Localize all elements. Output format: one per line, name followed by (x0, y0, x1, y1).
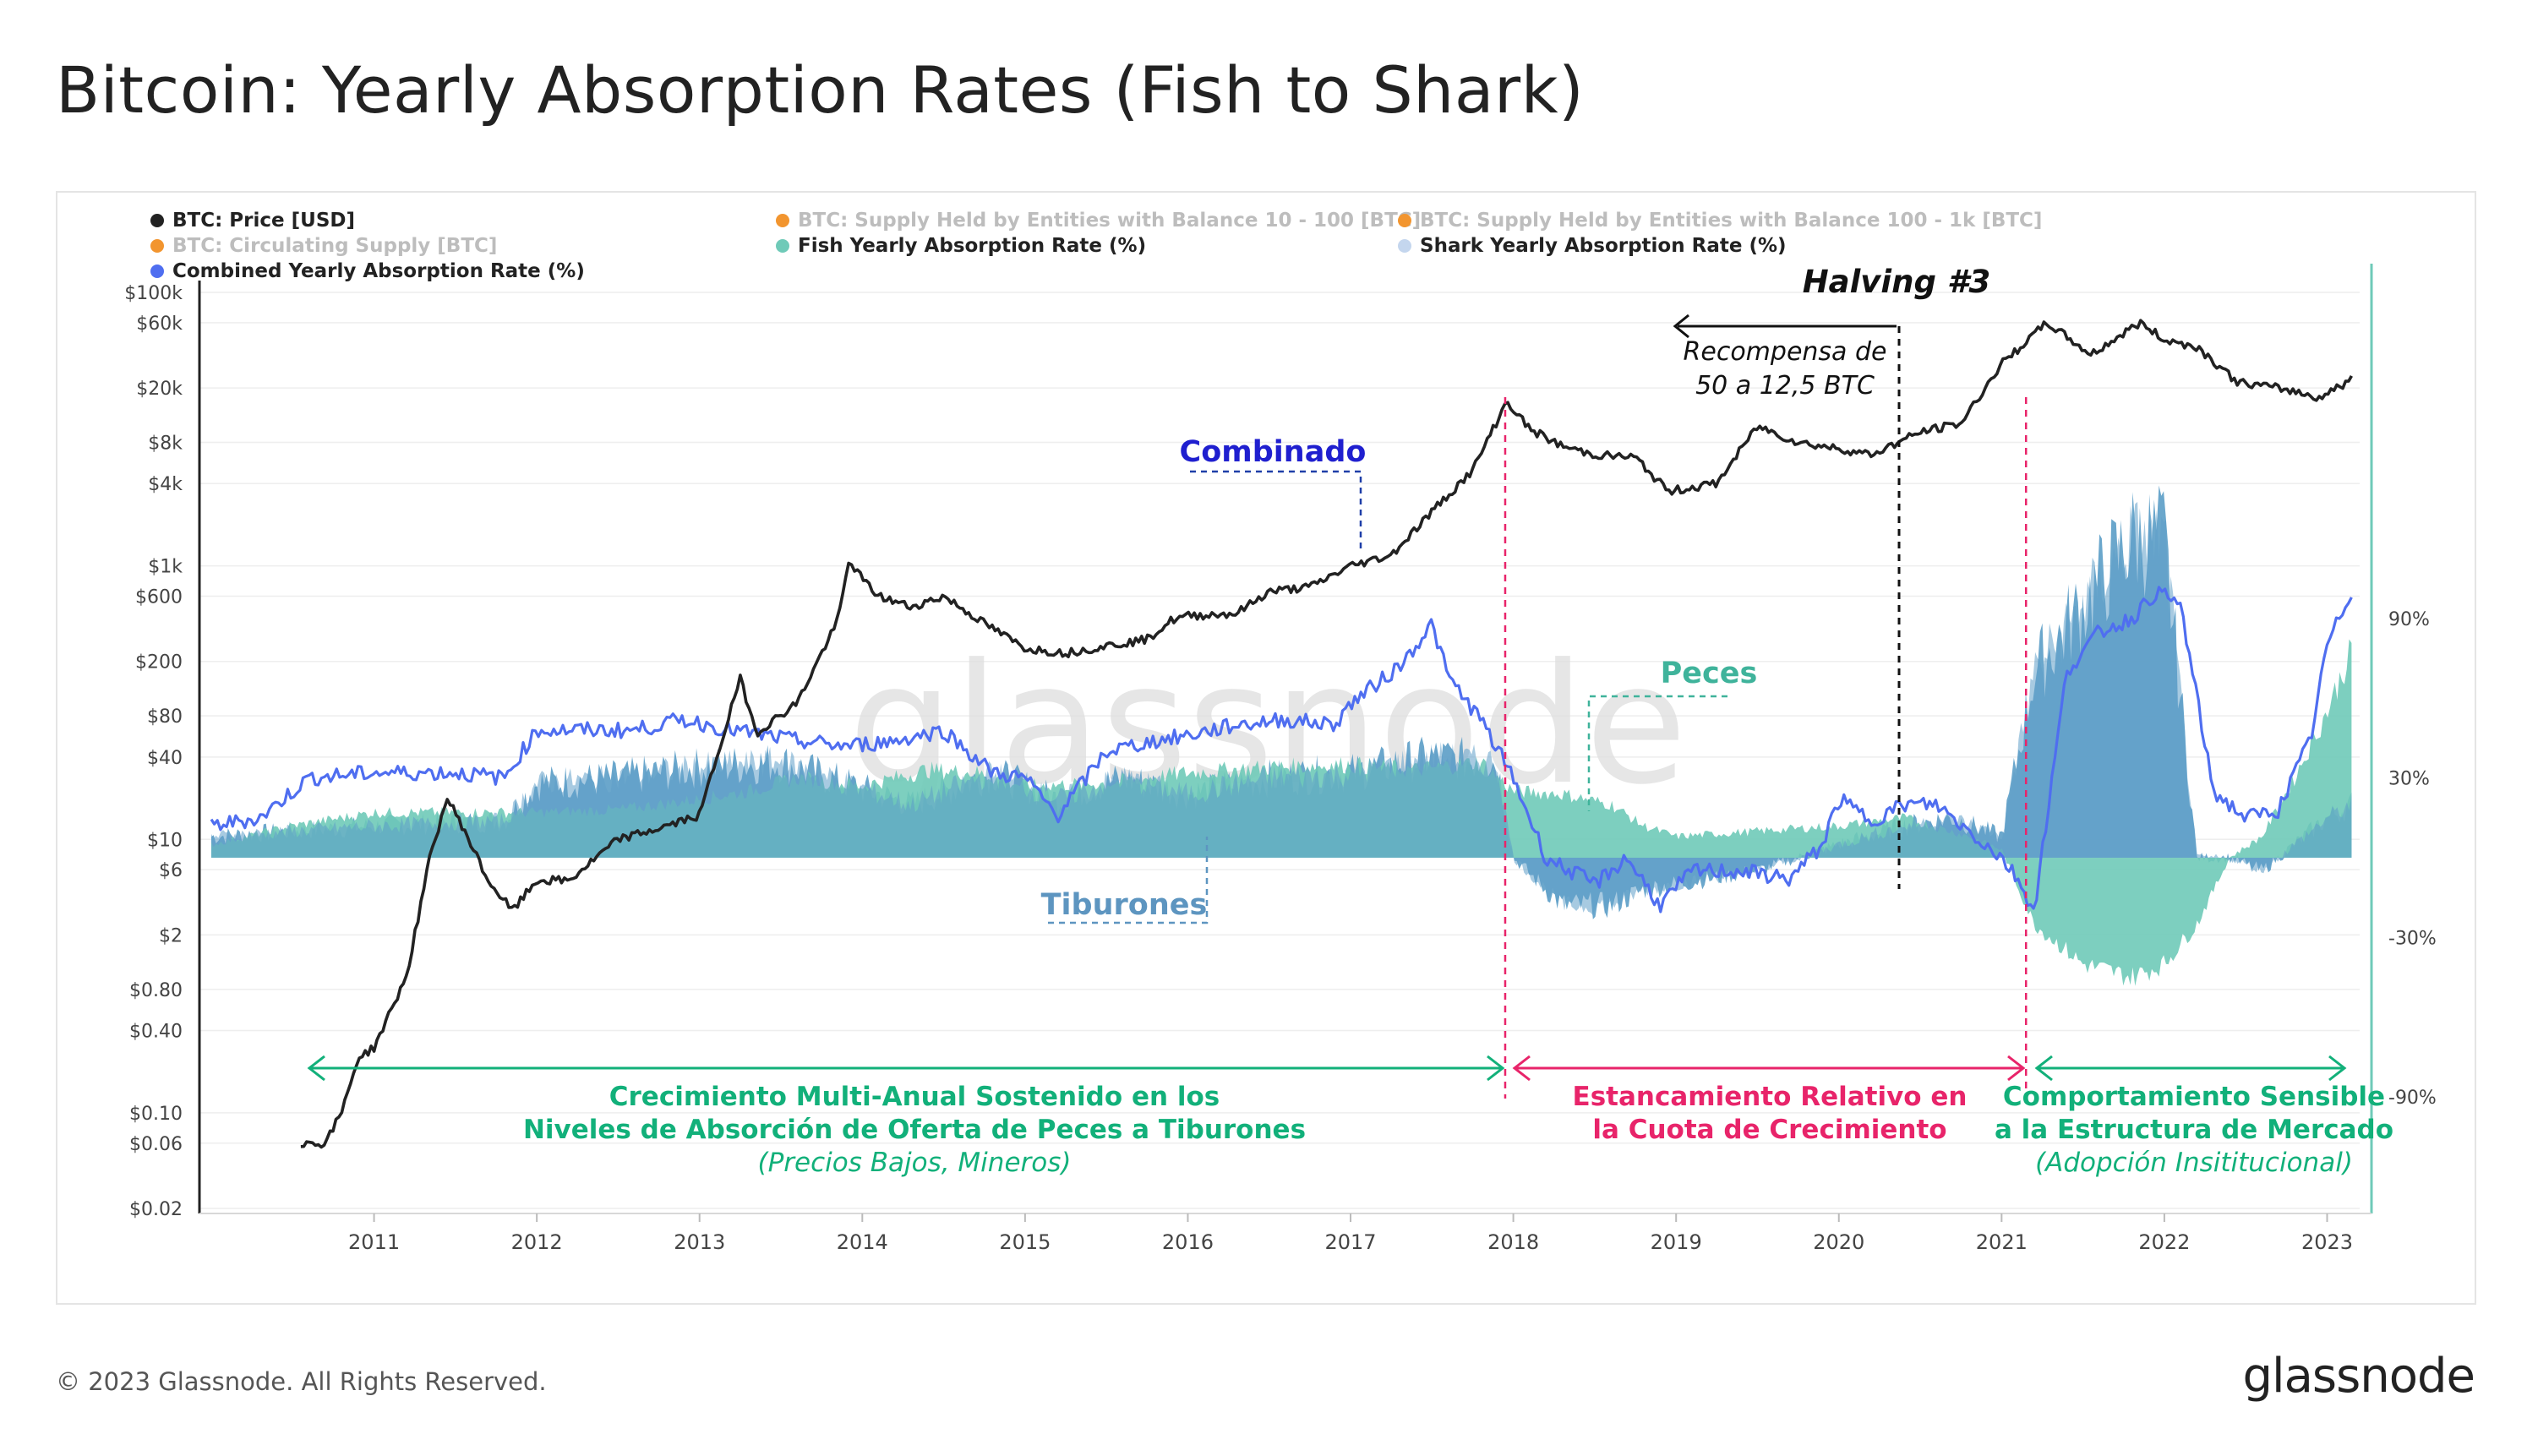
legend-swatch-2 (1398, 214, 1411, 227)
y-left-tick-9: $40 (147, 748, 183, 769)
legend-label-1: BTC: Supply Held by Entities with Balanc… (798, 210, 1421, 232)
y-right-tick-2: -30% (2388, 928, 2437, 949)
legend-swatch-5 (1398, 239, 1411, 253)
y-left-tick-1: $60k (136, 314, 183, 335)
phase2-arrow (1512, 1055, 2026, 1082)
legend[interactable]: BTC: Price [USD] BTC: Supply Held by Enti… (150, 210, 2042, 282)
combinado-leader (1190, 470, 1362, 549)
legend-swatch-1 (776, 214, 789, 227)
price-line (300, 319, 2353, 1149)
legend-item-0[interactable]: BTC: Price [USD] (150, 210, 355, 232)
legend-label-5: Shark Yearly Absorption Rate (%) (1420, 235, 1787, 257)
y-left-tick-17: $0.02 (129, 1199, 183, 1220)
x-tick-2013: 2013 (674, 1230, 725, 1254)
y-left-tick-12: $2 (159, 925, 183, 946)
legend-label-6: Combined Yearly Absorption Rate (%) (172, 260, 585, 282)
phase3-line3: (Adopción Insititucional) (2035, 1148, 2353, 1178)
reward-label-line1: Recompensa de (1684, 337, 1887, 367)
grid (199, 292, 2360, 1209)
x-tick-2022: 2022 (2138, 1230, 2190, 1254)
y-left-tick-2: $20k (136, 379, 183, 400)
tiburones-leader (1048, 837, 1209, 924)
y-left-tick-7: $200 (135, 652, 183, 673)
y-left-tick-0: $100k (124, 283, 183, 304)
y-left-tick-11: $6 (159, 860, 183, 881)
legend-item-2[interactable]: BTC: Supply Held by Entities with Balanc… (1398, 210, 2042, 232)
fish-area (211, 502, 2352, 986)
price-line-path (300, 319, 2353, 1149)
y-left-tick-14: $0.40 (129, 1021, 183, 1042)
legend-item-4[interactable]: Fish Yearly Absorption Rate (%) (776, 235, 1146, 257)
copyright-text: © 2023 Glassnode. All Rights Reserved. (56, 1367, 547, 1396)
y-left-tick-4: $4k (148, 474, 183, 495)
phase2-line1: Estancamiento Relativo en (1573, 1082, 1968, 1112)
legend-swatch-4 (776, 239, 789, 253)
x-tick-2020: 2020 (1813, 1230, 1864, 1254)
x-tick-2017: 2017 (1324, 1230, 1376, 1254)
legend-item-3[interactable]: BTC: Circulating Supply [BTC] (150, 235, 497, 257)
legend-item-5[interactable]: Shark Yearly Absorption Rate (%) (1398, 235, 1787, 257)
tiburones-label: Tiburones (1041, 888, 1208, 922)
reward-arrow-head (1673, 314, 1689, 339)
y-left-tick-13: $0.80 (129, 980, 183, 1001)
combined-line (210, 586, 2353, 913)
axes: $100k $60k $20k $8k $4k $1k $600 $200 $80 $40 $10 $… (124, 264, 2437, 1254)
legend-swatch-0 (150, 214, 164, 227)
y-left-tick-3: $8k (148, 433, 183, 454)
combinado-label: Combinado (1180, 435, 1367, 469)
phase1-arrow (307, 1055, 1505, 1082)
legend-item-6[interactable]: Combined Yearly Absorption Rate (%) (150, 260, 585, 282)
x-tick-2015: 2015 (999, 1230, 1051, 1254)
phase1-line2: Niveles de Absorción de Oferta de Peces … (523, 1115, 1306, 1145)
y-left-tick-16: $0.06 (129, 1134, 183, 1155)
peces-leader (1587, 695, 1727, 811)
legend-label-3: BTC: Circulating Supply [BTC] (172, 235, 497, 257)
brand-logo: glassnode (2242, 1349, 2475, 1404)
y-left-tick-15: $0.10 (129, 1104, 183, 1125)
chart-frame (56, 191, 2476, 1305)
legend-swatch-6 (150, 264, 164, 278)
shark-overlay-path (211, 502, 2352, 916)
phase1-line3: (Precios Bajos, Mineros) (758, 1148, 1072, 1178)
y-right-tick-3: -90% (2388, 1088, 2437, 1109)
y-left-tick-8: $80 (147, 706, 183, 728)
y-left-tick-6: $600 (135, 587, 183, 608)
phase2-line2: la Cuota de Crecimiento (1592, 1115, 1946, 1145)
x-tick-2012: 2012 (511, 1230, 563, 1254)
peces-label: Peces (1661, 657, 1758, 690)
halving-label: Halving #3 (1803, 264, 1991, 300)
phase3-line1: Comportamiento Sensible (2003, 1082, 2385, 1112)
legend-label-0: BTC: Price [USD] (172, 210, 355, 232)
vertical-markers (1504, 326, 2028, 1099)
reward-label-line2: 50 a 12,5 BTC (1695, 371, 1875, 401)
y-left-tick-5: $1k (148, 557, 183, 578)
x-tick-2021: 2021 (1976, 1230, 2028, 1254)
page-title: Bitcoin: Yearly Absorption Rates (Fish t… (56, 52, 1585, 128)
x-tick-2016: 2016 (1162, 1230, 1214, 1254)
x-tick-2014: 2014 (837, 1230, 888, 1254)
legend-swatch-3 (150, 239, 164, 253)
x-tick-2023: 2023 (2301, 1230, 2353, 1254)
y-right-tick-0: 90% (2388, 609, 2430, 630)
y-left-tick-10: $10 (147, 830, 183, 851)
combined-line-path (210, 586, 2353, 913)
legend-item-1[interactable]: BTC: Supply Held by Entities with Balanc… (776, 210, 1421, 232)
y-right-tick-1: 30% (2388, 769, 2430, 790)
phase3-line2: a la Estructura de Mercado (1995, 1115, 2393, 1145)
phase1-line1: Crecimiento Multi-Anual Sostenido en los (609, 1082, 1220, 1112)
legend-label-2: BTC: Supply Held by Entities with Balanc… (1420, 210, 2042, 232)
x-tick-2019: 2019 (1651, 1230, 1702, 1254)
phase3-arrow (2034, 1055, 2347, 1082)
legend-label-4: Fish Yearly Absorption Rate (%) (798, 235, 1146, 257)
x-tick-2011: 2011 (348, 1230, 400, 1254)
x-tick-2018: 2018 (1487, 1230, 1539, 1254)
